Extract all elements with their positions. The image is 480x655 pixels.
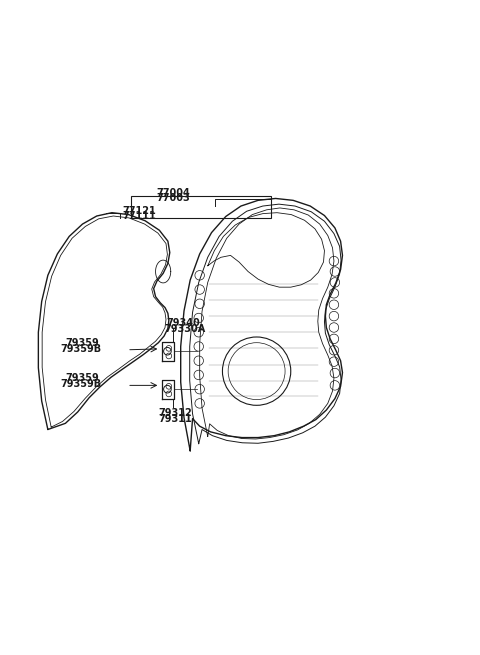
Text: 79359: 79359 xyxy=(65,339,99,348)
Text: 79312: 79312 xyxy=(158,408,192,418)
Text: 79330A: 79330A xyxy=(164,324,205,333)
Text: 79359B: 79359B xyxy=(60,379,102,389)
Text: 77003: 77003 xyxy=(156,193,190,203)
Text: 77121: 77121 xyxy=(122,206,156,215)
Text: 79340: 79340 xyxy=(167,318,200,328)
Text: 77004: 77004 xyxy=(156,187,190,198)
Text: 79359: 79359 xyxy=(65,373,99,383)
Text: 79359B: 79359B xyxy=(60,344,102,354)
Text: 77111: 77111 xyxy=(122,211,156,221)
Text: 79311: 79311 xyxy=(158,414,192,424)
Bar xyxy=(131,196,271,218)
